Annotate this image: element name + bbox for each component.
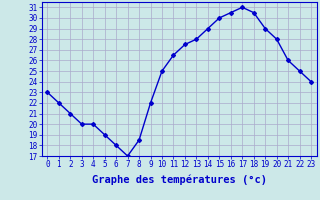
X-axis label: Graphe des températures (°c): Graphe des températures (°c) (92, 175, 267, 185)
